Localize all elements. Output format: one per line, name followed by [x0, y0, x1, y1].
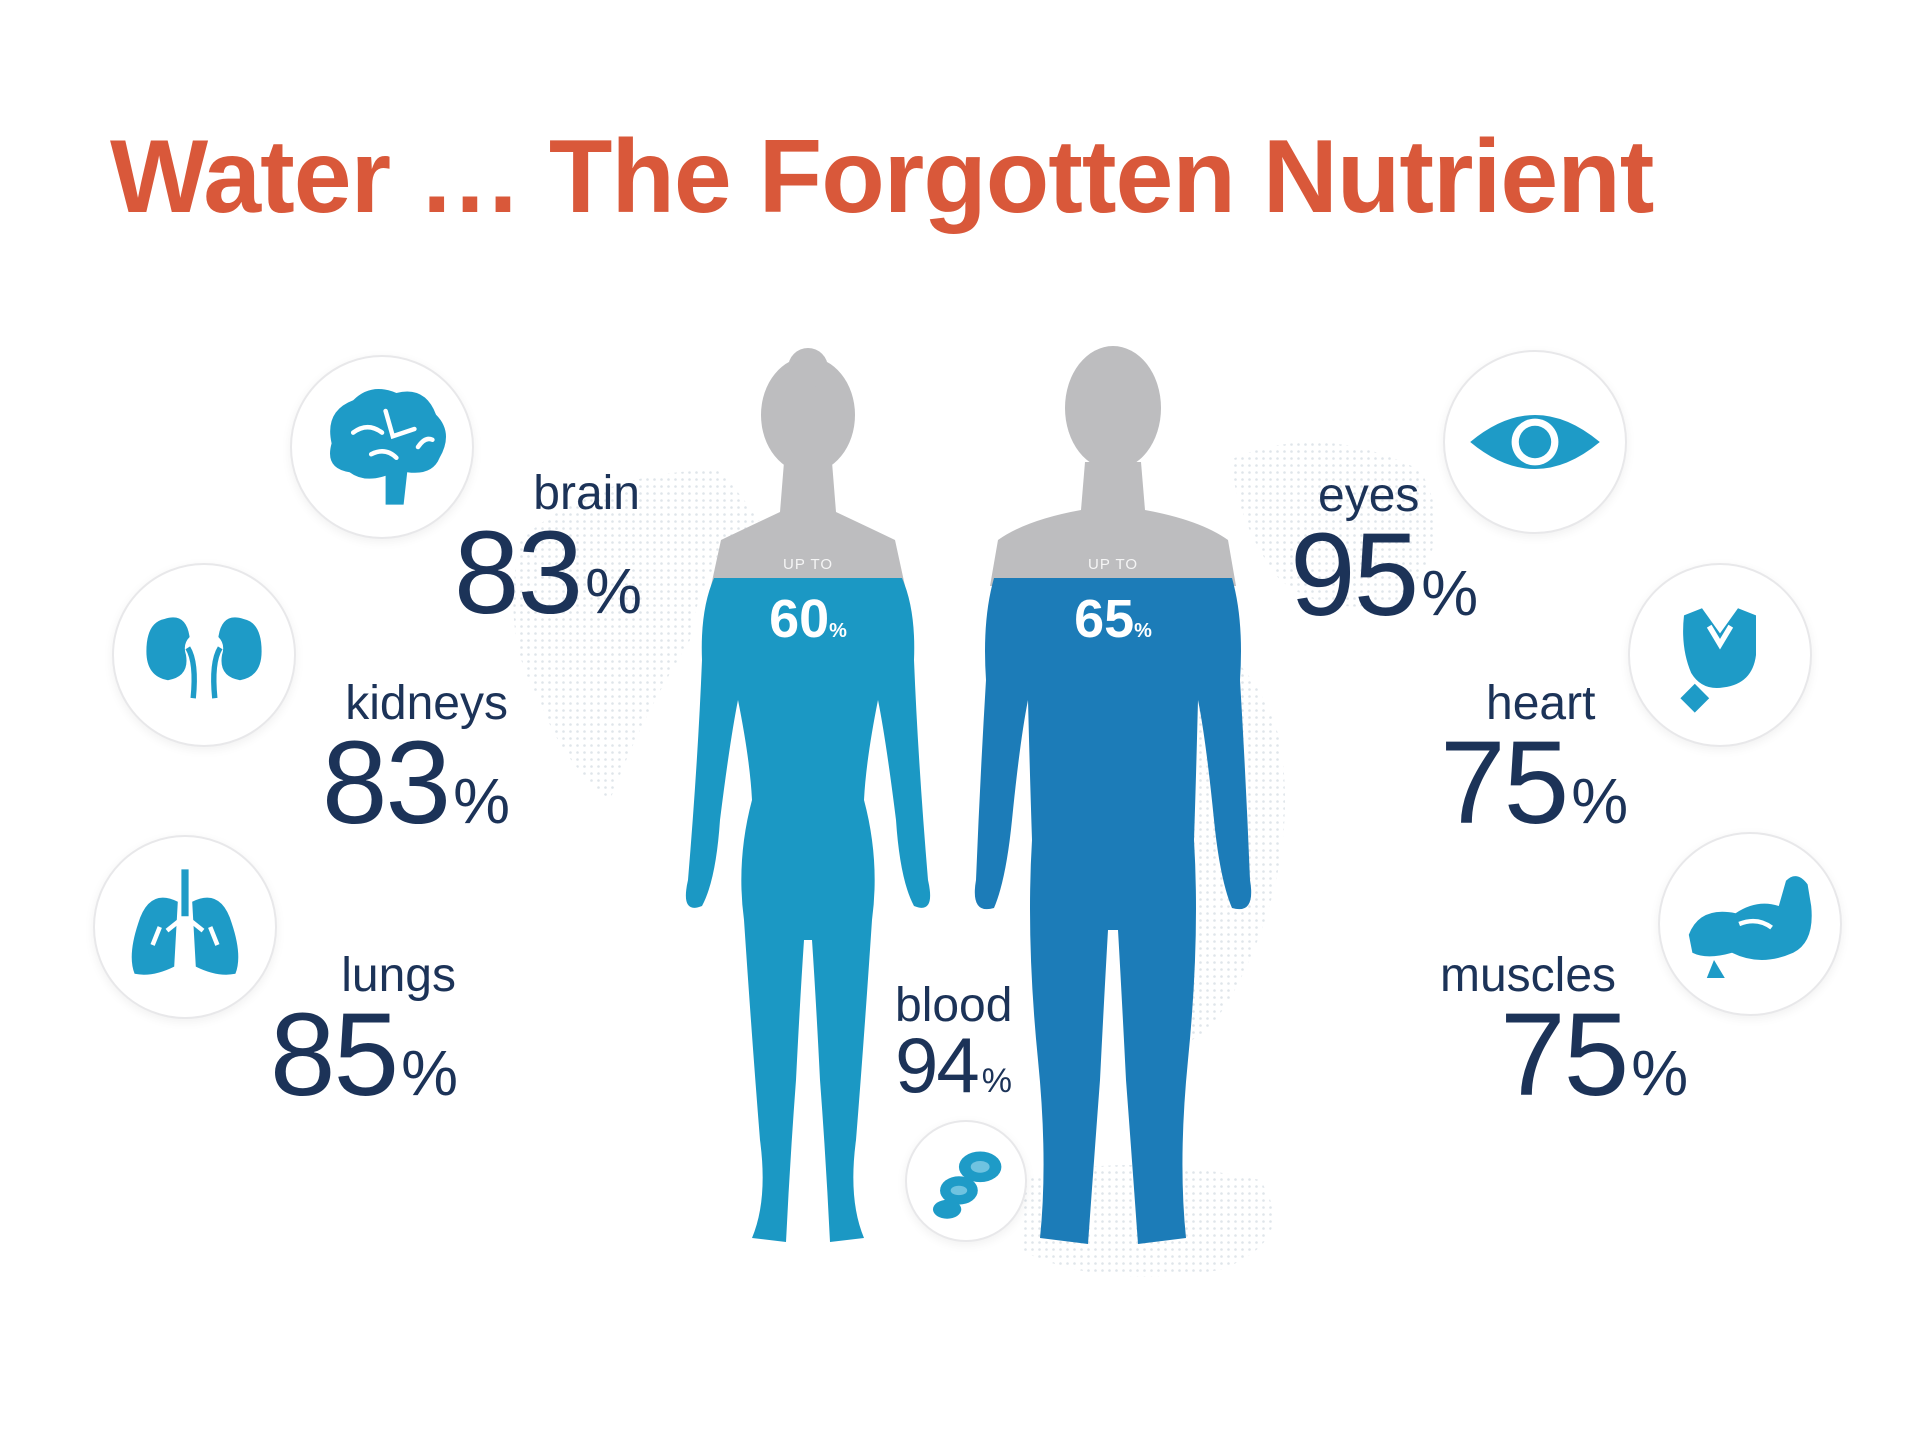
female-water-unit: % — [829, 620, 847, 642]
blood-cells-icon — [932, 1151, 1002, 1219]
blood-unit: % — [981, 1062, 1012, 1100]
kidneys-label: kidneys — [345, 677, 508, 730]
lungs-label: lungs — [341, 949, 456, 1002]
brain-label: brain — [533, 467, 640, 520]
female-upto-text: UP TO — [782, 556, 834, 573]
page-title: Water … The Forgotten Nutrient — [110, 119, 1654, 235]
blood-stat: blood 94% — [895, 979, 1055, 1105]
brain-unit: % — [585, 555, 642, 627]
muscles-unit: % — [1631, 1037, 1688, 1109]
muscle-icon — [1688, 876, 1812, 978]
lungs-unit: % — [401, 1037, 458, 1109]
eye-icon-circle — [1443, 350, 1627, 534]
muscles-stat: muscles 75% — [1440, 949, 1730, 1115]
heart-icon — [1680, 608, 1756, 713]
eyes-label: eyes — [1318, 469, 1420, 522]
heart-value: 75 — [1440, 717, 1569, 849]
lungs-stat: lungs 85% — [250, 949, 458, 1115]
heart-label: heart — [1486, 677, 1596, 730]
kidneys-unit: % — [453, 765, 510, 837]
muscles-value: 75 — [1500, 989, 1629, 1121]
blood-cells-icon-circle — [905, 1120, 1027, 1242]
male-water-value: 65 — [1074, 589, 1135, 649]
brain-value: 83 — [453, 507, 583, 639]
heart-unit: % — [1571, 765, 1628, 837]
female-water-value: 60 — [769, 589, 830, 649]
brain-icon-circle — [290, 355, 474, 539]
eye-icon — [1470, 415, 1600, 469]
heart-icon-circle — [1628, 563, 1812, 747]
kidneys-value: 83 — [321, 717, 451, 849]
kidneys-icon-circle — [112, 563, 296, 747]
lungs-icon — [131, 869, 239, 975]
eyes-value: 95 — [1290, 509, 1419, 641]
female-water-label: UP TO 60% — [748, 557, 868, 646]
male-water-unit: % — [1134, 620, 1152, 642]
female-figure — [685, 348, 931, 1242]
heart-stat: heart 75% — [1440, 677, 1660, 843]
kidneys-stat: kidneys 83% — [280, 677, 510, 843]
male-figure — [974, 346, 1252, 1244]
brain-icon — [330, 388, 446, 505]
lungs-value: 85 — [269, 989, 399, 1121]
eyes-stat: eyes 95% — [1290, 469, 1490, 635]
male-water-label: UP TO 65% — [1053, 557, 1173, 646]
eyes-unit: % — [1421, 557, 1478, 629]
male-upto-text: UP TO — [1087, 556, 1139, 573]
muscle-icon-circle — [1658, 832, 1842, 1016]
muscles-label: muscles — [1440, 949, 1617, 1002]
blood-label: blood — [895, 979, 1013, 1032]
brain-stat: brain 83% — [440, 467, 642, 633]
lungs-icon-circle — [93, 835, 277, 1019]
kidneys-icon — [146, 617, 262, 699]
blood-value: 94 — [895, 1021, 980, 1109]
